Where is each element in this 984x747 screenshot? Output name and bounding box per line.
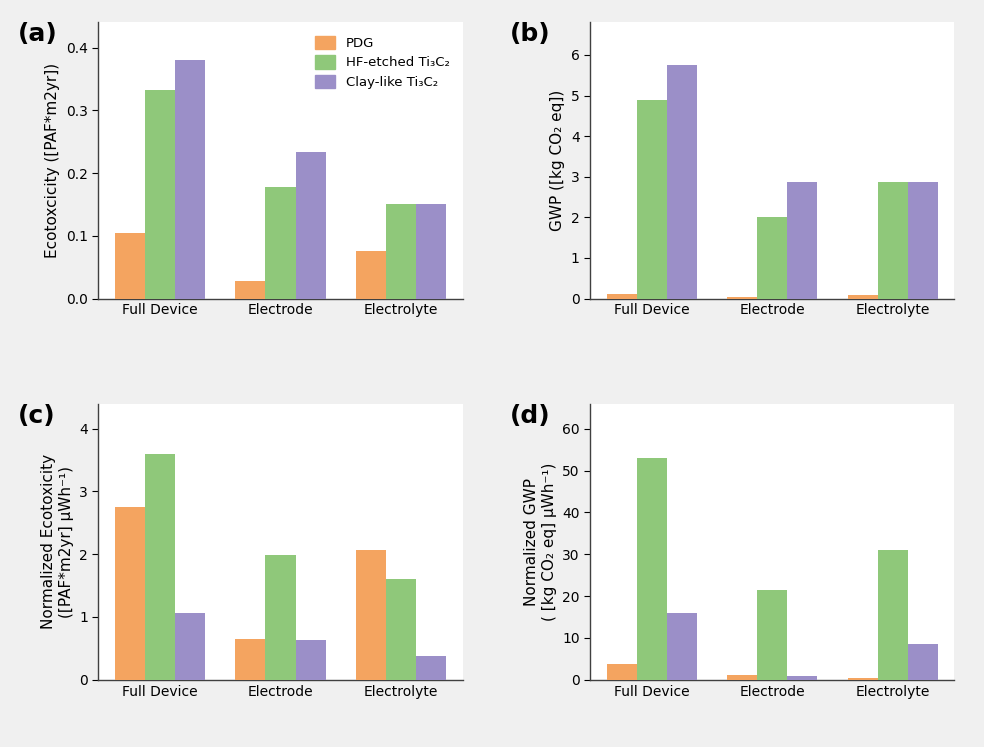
Bar — [145, 90, 175, 299]
Bar — [416, 205, 446, 299]
Bar — [356, 550, 386, 680]
Bar — [115, 507, 145, 680]
Legend: PDG, HF-etched Ti₃C₂, Clay-like Ti₃C₂: PDG, HF-etched Ti₃C₂, Clay-like Ti₃C₂ — [309, 29, 457, 96]
Bar — [386, 205, 416, 299]
Bar — [386, 580, 416, 680]
Bar — [266, 556, 295, 680]
Bar — [266, 187, 295, 299]
Bar — [908, 644, 938, 680]
Bar — [667, 613, 697, 680]
Bar — [235, 639, 266, 680]
Bar — [908, 182, 938, 299]
Bar — [878, 550, 908, 680]
Y-axis label: Ecotoxcicity ([PAF*m2yr]): Ecotoxcicity ([PAF*m2yr]) — [45, 63, 60, 258]
Y-axis label: Normalized GWP
( [kg CO₂ eq] μWh⁻¹): Normalized GWP ( [kg CO₂ eq] μWh⁻¹) — [524, 462, 557, 621]
Bar — [727, 675, 758, 680]
Bar — [758, 217, 787, 299]
Bar — [637, 99, 667, 299]
Bar — [727, 297, 758, 299]
Bar — [758, 590, 787, 680]
Bar — [145, 453, 175, 680]
Bar — [787, 675, 818, 680]
Bar — [878, 182, 908, 299]
Bar — [607, 294, 637, 299]
Text: (c): (c) — [19, 403, 56, 427]
Bar — [607, 664, 637, 680]
Bar — [295, 152, 326, 299]
Bar — [787, 182, 818, 299]
Bar — [235, 281, 266, 299]
Text: (a): (a) — [19, 22, 58, 46]
Bar — [637, 458, 667, 680]
Bar — [416, 656, 446, 680]
Y-axis label: GWP ([kg CO₂ eq]): GWP ([kg CO₂ eq]) — [550, 90, 566, 231]
Text: (b): (b) — [510, 22, 551, 46]
Bar — [295, 640, 326, 680]
Text: (d): (d) — [510, 403, 551, 427]
Y-axis label: Normalized Ecotoxicity
([PAF*m2yr] μWh⁻¹): Normalized Ecotoxicity ([PAF*m2yr] μWh⁻¹… — [41, 454, 74, 629]
Bar — [356, 251, 386, 299]
Bar — [847, 678, 878, 680]
Bar — [667, 65, 697, 299]
Bar — [847, 294, 878, 299]
Bar — [115, 233, 145, 299]
Bar — [175, 60, 206, 299]
Bar — [175, 613, 206, 680]
